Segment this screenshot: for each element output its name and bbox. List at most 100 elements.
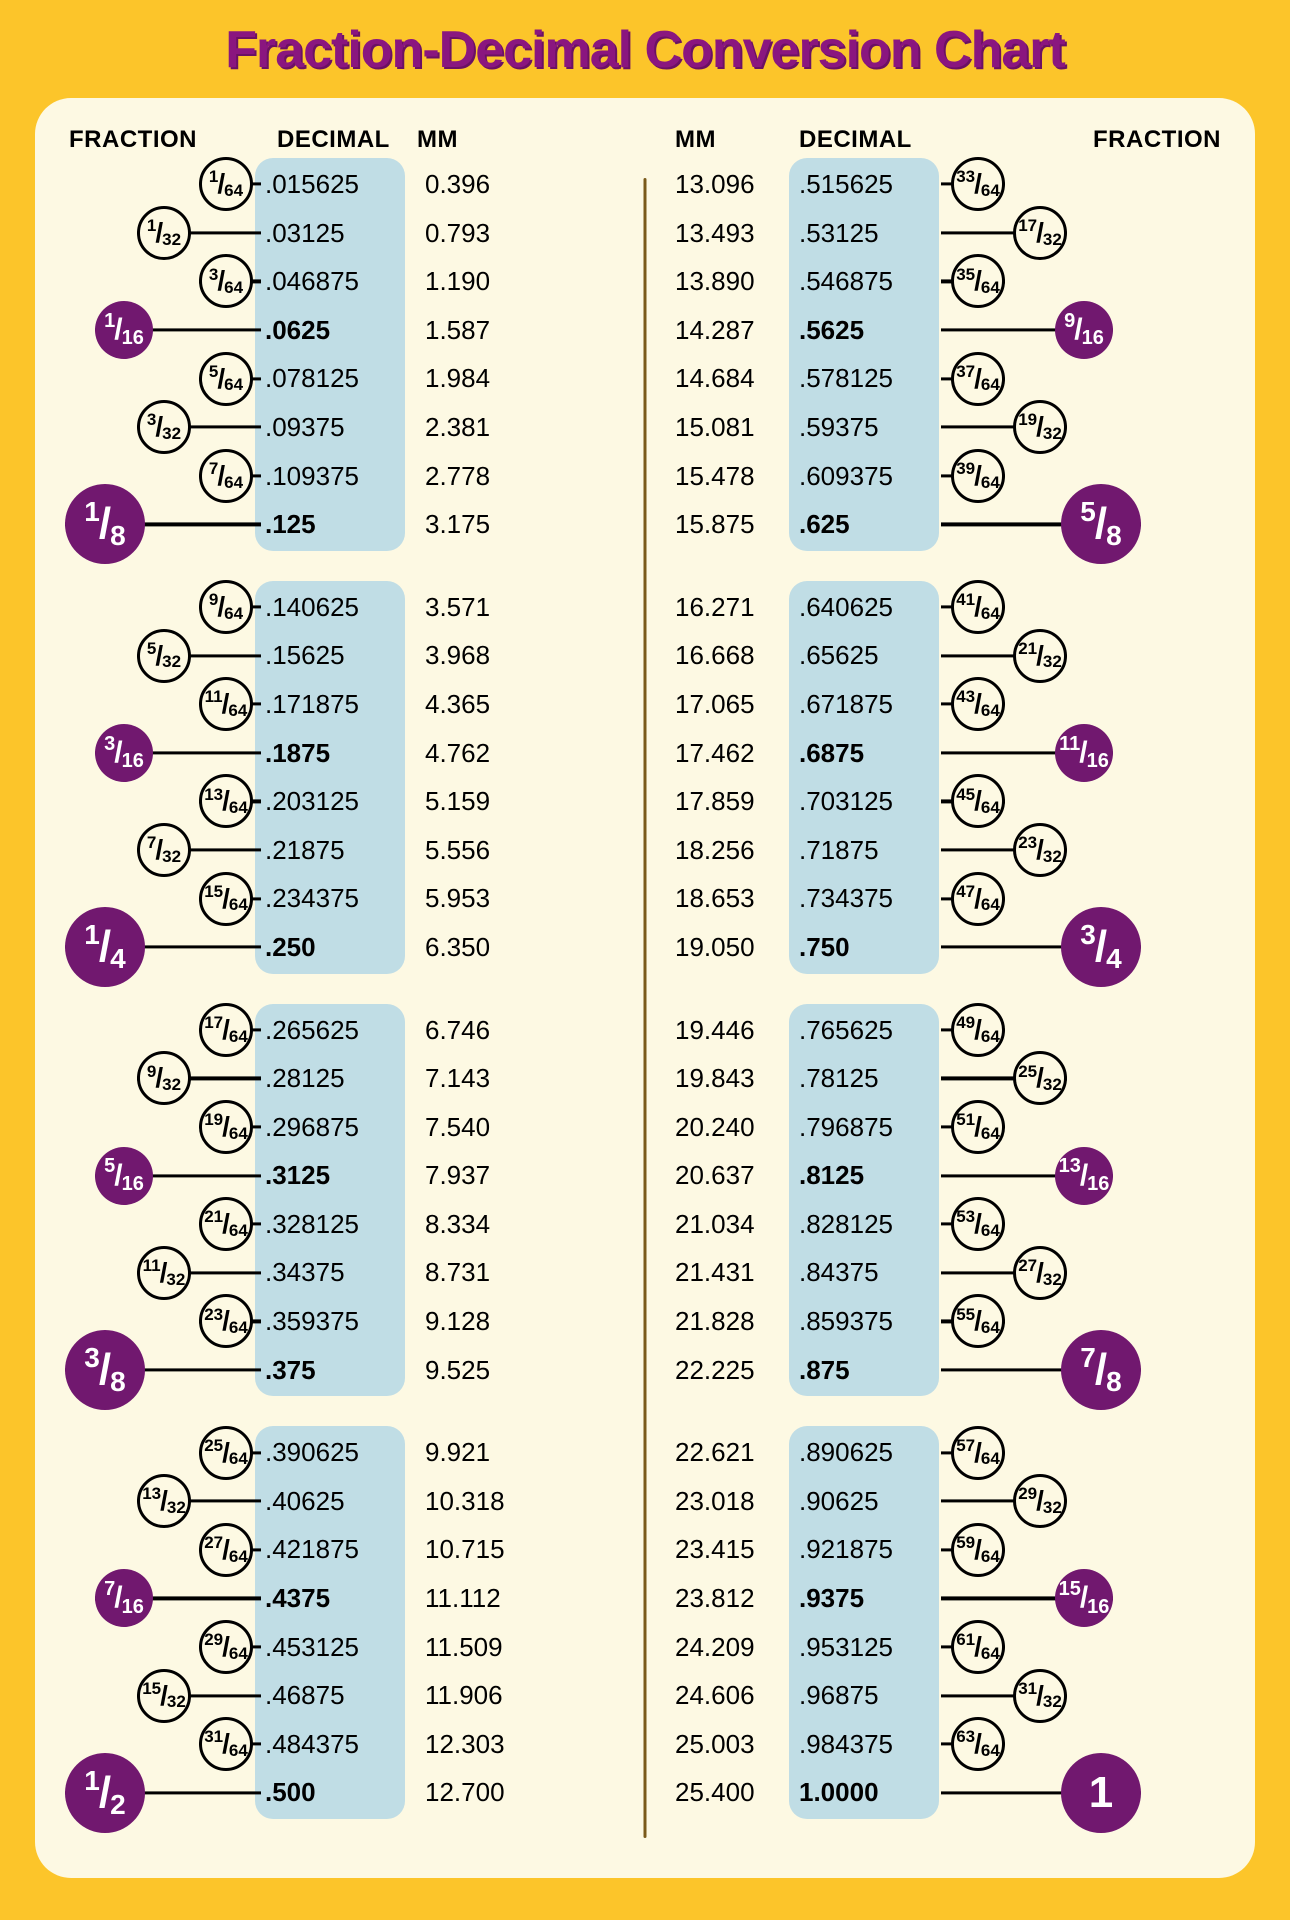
fraction-badge: 7/32 bbox=[137, 823, 191, 877]
fraction-badge: 61/64 bbox=[951, 1620, 1005, 1674]
fraction-badge: 5/32 bbox=[137, 629, 191, 683]
mm-value: 3.571 bbox=[425, 583, 545, 632]
table-row: 13/32.4062510.318 bbox=[65, 1477, 621, 1526]
decimal-value: .328125 bbox=[265, 1200, 405, 1249]
mm-value: 2.381 bbox=[425, 403, 545, 452]
mm-value: 6.746 bbox=[425, 1006, 545, 1055]
decimal-value: .21875 bbox=[265, 826, 405, 875]
mm-value: 14.684 bbox=[675, 354, 795, 403]
table-row: 27/32.8437521.431 bbox=[669, 1248, 1225, 1297]
block: 1/64.0156250.3961/32.031250.7933/64.0468… bbox=[65, 160, 621, 549]
table-row: 15/16.937523.812 bbox=[669, 1574, 1225, 1623]
fraction-badge: 17/32 bbox=[1013, 206, 1067, 260]
decimal-value: .15625 bbox=[265, 631, 405, 680]
mm-value: 17.462 bbox=[675, 729, 795, 778]
fraction-badge: 35/64 bbox=[951, 254, 1005, 308]
table-row: 47/64.73437518.653 bbox=[669, 874, 1225, 923]
mm-value: 8.731 bbox=[425, 1248, 545, 1297]
fraction-badge: 49/64 bbox=[951, 1003, 1005, 1057]
decimal-value: .250 bbox=[265, 923, 405, 972]
fraction-badge: 53/64 bbox=[951, 1197, 1005, 1251]
left-headers: FRACTION DECIMAL MM bbox=[65, 126, 621, 154]
decimal-value: .171875 bbox=[265, 680, 405, 729]
decimal-value: .0625 bbox=[265, 306, 405, 355]
fraction-badge: 59/64 bbox=[951, 1523, 1005, 1577]
mm-value: 3.968 bbox=[425, 631, 545, 680]
table-row: 9/32.281257.143 bbox=[65, 1054, 621, 1103]
mm-value: 9.128 bbox=[425, 1297, 545, 1346]
table-row: 25/64.3906259.921 bbox=[65, 1428, 621, 1477]
mm-value: 16.668 bbox=[675, 631, 795, 680]
mm-value: 13.493 bbox=[675, 209, 795, 258]
decimal-value: .125 bbox=[265, 500, 405, 549]
table-row: 11.000025.400 bbox=[669, 1768, 1225, 1817]
decimal-value: .421875 bbox=[265, 1525, 405, 1574]
fraction-badge: 1/4 bbox=[65, 907, 145, 987]
fraction-badge: 13/16 bbox=[1055, 1147, 1113, 1205]
fraction-badge: 37/64 bbox=[951, 352, 1005, 406]
mm-value: 9.525 bbox=[425, 1346, 545, 1395]
fraction-badge: 31/64 bbox=[199, 1717, 253, 1771]
mm-value: 21.431 bbox=[675, 1248, 795, 1297]
mm-value: 14.287 bbox=[675, 306, 795, 355]
fraction-badge: 3/4 bbox=[1061, 907, 1141, 987]
decimal-value: .03125 bbox=[265, 209, 405, 258]
decimal-value: .5625 bbox=[799, 306, 939, 355]
fraction-badge: 33/64 bbox=[951, 157, 1005, 211]
mm-value: 5.159 bbox=[425, 777, 545, 826]
fraction-badge: 25/64 bbox=[199, 1426, 253, 1480]
decimal-value: .34375 bbox=[265, 1248, 405, 1297]
decimal-value: .390625 bbox=[265, 1428, 405, 1477]
mm-value: 2.778 bbox=[425, 452, 545, 501]
fraction-badge: 21/32 bbox=[1013, 629, 1067, 683]
fraction-badge: 5/8 bbox=[1061, 484, 1141, 564]
decimal-value: .46875 bbox=[265, 1671, 405, 1720]
decimal-value: .859375 bbox=[799, 1297, 939, 1346]
decimal-value: .78125 bbox=[799, 1054, 939, 1103]
table-row: 7/32.218755.556 bbox=[65, 826, 621, 875]
table-row: 51/64.79687520.240 bbox=[669, 1103, 1225, 1152]
mm-value: 0.793 bbox=[425, 209, 545, 258]
table-row: 27/64.42187510.715 bbox=[65, 1525, 621, 1574]
mm-value: 22.225 bbox=[675, 1346, 795, 1395]
fraction-badge: 3/32 bbox=[137, 400, 191, 454]
decimal-value: .500 bbox=[265, 1768, 405, 1817]
table-row: 53/64.82812521.034 bbox=[669, 1200, 1225, 1249]
fraction-badge: 47/64 bbox=[951, 872, 1005, 926]
header-mm: MM bbox=[417, 126, 547, 154]
table-row: 7/16.437511.112 bbox=[65, 1574, 621, 1623]
mm-value: 22.621 bbox=[675, 1428, 795, 1477]
decimal-value: .984375 bbox=[799, 1720, 939, 1769]
mm-value: 13.890 bbox=[675, 257, 795, 306]
table-row: 23/32.7187518.256 bbox=[669, 826, 1225, 875]
block: 25/64.3906259.92113/32.4062510.31827/64.… bbox=[65, 1428, 621, 1817]
decimal-value: .6875 bbox=[799, 729, 939, 778]
table-row: 1/16.06251.587 bbox=[65, 306, 621, 355]
fraction-badge: 15/32 bbox=[137, 1669, 191, 1723]
mm-value: 10.715 bbox=[425, 1525, 545, 1574]
decimal-value: .9375 bbox=[799, 1574, 939, 1623]
table-row: 37/64.57812514.684 bbox=[669, 354, 1225, 403]
fraction-badge: 27/32 bbox=[1013, 1246, 1067, 1300]
block: 49/64.76562519.44625/32.7812519.84351/64… bbox=[669, 1006, 1225, 1395]
mm-value: 18.653 bbox=[675, 874, 795, 923]
fraction-badge: 25/32 bbox=[1013, 1051, 1067, 1105]
mm-value: 20.240 bbox=[675, 1103, 795, 1152]
decimal-value: .953125 bbox=[799, 1623, 939, 1672]
decimal-value: .875 bbox=[799, 1346, 939, 1395]
fraction-badge: 21/64 bbox=[199, 1197, 253, 1251]
decimal-value: .703125 bbox=[799, 777, 939, 826]
decimal-value: .375 bbox=[265, 1346, 405, 1395]
mm-value: 4.762 bbox=[425, 729, 545, 778]
table-row: 21/64.3281258.334 bbox=[65, 1200, 621, 1249]
decimal-value: 1.0000 bbox=[799, 1768, 939, 1817]
decimal-value: .046875 bbox=[265, 257, 405, 306]
mm-value: 25.400 bbox=[675, 1768, 795, 1817]
table-row: 13/64.2031255.159 bbox=[65, 777, 621, 826]
table-row: 41/64.64062516.271 bbox=[669, 583, 1225, 632]
decimal-value: .765625 bbox=[799, 1006, 939, 1055]
fraction-badge: 1/8 bbox=[65, 484, 145, 564]
fraction-badge: 9/16 bbox=[1055, 301, 1113, 359]
mm-value: 11.906 bbox=[425, 1671, 545, 1720]
mm-value: 21.034 bbox=[675, 1200, 795, 1249]
